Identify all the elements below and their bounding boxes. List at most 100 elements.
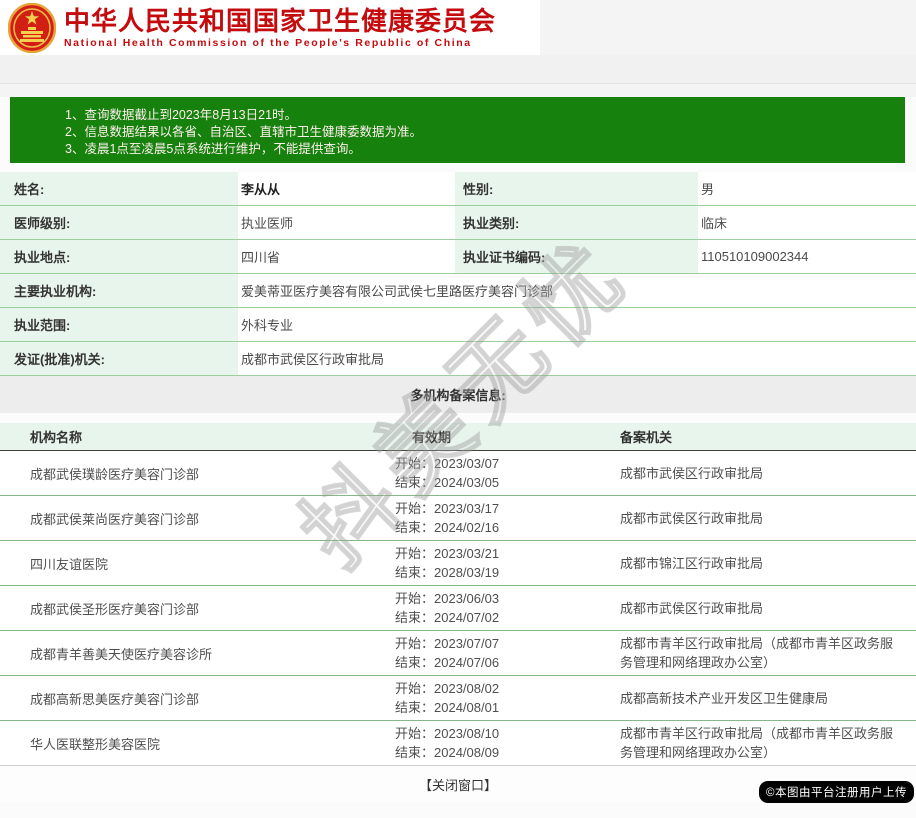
table-row: 成都武侯圣形医疗美容门诊部 开始：2023/06/03 结束：2024/07/0… bbox=[0, 586, 916, 631]
section-gap bbox=[0, 413, 916, 423]
start-date: 2023/08/02 bbox=[434, 681, 500, 696]
header-divider-band bbox=[0, 55, 916, 84]
site-title-english: National Health Commission of the People… bbox=[64, 37, 472, 49]
field-value-doctor-level: 执业医师 bbox=[241, 216, 294, 231]
start-date: 2023/07/07 bbox=[434, 636, 500, 651]
end-label: 结束： bbox=[395, 520, 435, 535]
record-agency: 成都市锦江区行政审批局 bbox=[620, 555, 764, 571]
notice-line-1: 1、查询数据截止到2023年8月13日21时。 bbox=[65, 108, 298, 122]
end-date: 2024/07/06 bbox=[434, 655, 500, 670]
start-date: 2023/06/03 bbox=[434, 591, 500, 606]
end-date: 2024/08/01 bbox=[434, 700, 500, 715]
validity-dates: 开始：2023/03/21 结束：2028/03/19 bbox=[365, 544, 590, 582]
table-row: 华人医联整形美容医院 开始：2023/08/10 结束：2024/08/09 成… bbox=[0, 721, 916, 766]
doctor-details-table: 姓名: 李从从 性别: 男 医师级别: 执业医师 执业类别: 临床 执业地点: … bbox=[0, 172, 916, 376]
institution-name: 四川友谊医院 bbox=[30, 556, 109, 572]
start-date: 2023/03/07 bbox=[434, 456, 500, 471]
record-agency: 成都市武侯区行政审批局 bbox=[620, 600, 764, 616]
start-label: 开始： bbox=[395, 456, 435, 471]
field-label-practice-scope: 执业范围: bbox=[0, 308, 238, 341]
header-titles: 中华人民共和国国家卫生健康委员会 National Health Commiss… bbox=[64, 6, 496, 49]
upload-attribution-badge: ©本图由平台注册用户上传 bbox=[759, 781, 914, 803]
start-date: 2023/03/17 bbox=[434, 501, 500, 516]
field-value-gender: 男 bbox=[701, 182, 715, 197]
start-label: 开始： bbox=[395, 501, 435, 516]
validity-dates: 开始：2023/03/07 结束：2024/03/05 bbox=[365, 454, 590, 492]
end-label: 结束： bbox=[395, 565, 435, 580]
record-agency: 成都市武侯区行政审批局 bbox=[620, 465, 764, 481]
validity-dates: 开始：2023/07/07 结束：2024/07/06 bbox=[365, 634, 590, 672]
notice-line-2: 2、信息数据结果以各省、自治区、直辖市卫生健康委数据为准。 bbox=[65, 125, 422, 139]
validity-dates: 开始：2023/06/03 结束：2024/07/02 bbox=[365, 589, 590, 627]
end-date: 2028/03/19 bbox=[434, 565, 500, 580]
field-label-practice-location: 执业地点: bbox=[0, 240, 238, 273]
start-label: 开始： bbox=[395, 681, 435, 696]
field-value-certificate-number: 110510109002344 bbox=[701, 249, 809, 264]
start-date: 2023/03/21 bbox=[434, 546, 500, 561]
table-row: 成都武侯莱尚医疗美容门诊部 开始：2023/03/17 结束：2024/02/1… bbox=[0, 496, 916, 541]
table-row: 医师级别: 执业医师 执业类别: 临床 bbox=[0, 206, 916, 240]
header-logo-block: 中华人民共和国国家卫生健康委员会 National Health Commiss… bbox=[0, 0, 540, 55]
start-label: 开始： bbox=[395, 636, 435, 651]
table-row: 执业地点: 四川省 执业证书编码: 110510109002344 bbox=[0, 240, 916, 274]
field-value-name: 李从从 bbox=[241, 182, 281, 197]
record-agency: 成都高新技术产业开发区卫生健康局 bbox=[620, 690, 829, 706]
table-row: 主要执业机构: 爱美蒂亚医疗美容有限公司武侯七里路医疗美容门诊部 bbox=[0, 274, 916, 308]
site-title-chinese: 中华人民共和国国家卫生健康委员会 bbox=[64, 6, 497, 36]
validity-dates: 开始：2023/08/10 结束：2024/08/09 bbox=[365, 724, 590, 762]
table-row: 姓名: 李从从 性别: 男 bbox=[0, 172, 916, 206]
notice-line-3: 3、凌晨1点至凌晨5点系统进行维护，不能提供查询。 bbox=[65, 142, 361, 156]
field-value-practice-scope: 外科专业 bbox=[241, 318, 294, 333]
start-label: 开始： bbox=[395, 591, 435, 606]
institution-name: 成都武侯圣形医疗美容门诊部 bbox=[30, 601, 200, 617]
column-header-institution-name: 机构名称 bbox=[30, 430, 83, 445]
field-value-practice-category: 临床 bbox=[701, 216, 728, 231]
institution-name: 华人医联整形美容医院 bbox=[30, 736, 161, 752]
field-label-gender: 性别: bbox=[455, 172, 698, 205]
column-header-validity: 有效期 bbox=[412, 430, 452, 445]
end-date: 2024/07/02 bbox=[434, 610, 500, 625]
table-row: 成都青羊善美天使医疗美容诊所 开始：2023/07/07 结束：2024/07/… bbox=[0, 631, 916, 676]
table-row: 发证(批准)机关: 成都市武侯区行政审批局 bbox=[0, 342, 916, 376]
national-emblem-icon bbox=[8, 2, 56, 53]
table-row: 执业范围: 外科专业 bbox=[0, 308, 916, 342]
start-label: 开始： bbox=[395, 726, 435, 741]
institution-name: 成都武侯莱尚医疗美容门诊部 bbox=[30, 511, 200, 527]
top-bar: 中华人民共和国国家卫生健康委员会 National Health Commiss… bbox=[0, 0, 916, 55]
record-agency: 成都市青羊区行政审批局（成都市青羊区政务服务管理和网络理政办公室） bbox=[620, 636, 894, 670]
end-label: 结束： bbox=[395, 475, 435, 490]
main-content: 1、查询数据截止到2023年8月13日21时。 2、信息数据结果以各省、自治区、… bbox=[0, 97, 916, 818]
section-title-multi-institution: 多机构备案信息: bbox=[0, 376, 916, 413]
validity-dates: 开始：2023/08/02 结束：2024/08/01 bbox=[365, 679, 590, 717]
end-label: 结束： bbox=[395, 700, 435, 715]
start-label: 开始： bbox=[395, 546, 435, 561]
table-row: 成都高新思美医疗美容门诊部 开始：2023/08/02 结束：2024/08/0… bbox=[0, 676, 916, 721]
start-date: 2023/08/10 bbox=[434, 726, 500, 741]
end-date: 2024/02/16 bbox=[434, 520, 500, 535]
end-label: 结束： bbox=[395, 745, 435, 760]
end-label: 结束： bbox=[395, 655, 435, 670]
institutions-table-header: 机构名称 有效期 备案机关 bbox=[0, 423, 916, 451]
end-label: 结束： bbox=[395, 610, 435, 625]
field-label-practice-category: 执业类别: bbox=[455, 206, 698, 239]
institutions-table: 机构名称 有效期 备案机关 成都武侯璞龄医疗美容门诊部 开始：2023/03/0… bbox=[0, 423, 916, 766]
field-value-issuing-authority: 成都市武侯区行政审批局 bbox=[241, 352, 385, 367]
institution-name: 成都武侯璞龄医疗美容门诊部 bbox=[30, 466, 200, 482]
validity-dates: 开始：2023/03/17 结束：2024/02/16 bbox=[365, 499, 590, 537]
field-label-doctor-level: 医师级别: bbox=[0, 206, 238, 239]
record-agency: 成都市武侯区行政审批局 bbox=[620, 510, 764, 526]
close-window-link[interactable]: 【关闭窗口】 bbox=[418, 777, 497, 793]
notice-box: 1、查询数据截止到2023年8月13日21时。 2、信息数据结果以各省、自治区、… bbox=[10, 97, 905, 163]
end-date: 2024/03/05 bbox=[434, 475, 500, 490]
field-label-main-institution: 主要执业机构: bbox=[0, 274, 238, 307]
column-header-agency: 备案机关 bbox=[620, 430, 673, 445]
table-row: 成都武侯璞龄医疗美容门诊部 开始：2023/03/07 结束：2024/03/0… bbox=[0, 451, 916, 496]
institution-name: 成都高新思美医疗美容门诊部 bbox=[30, 691, 200, 707]
field-label-certificate-number: 执业证书编码: bbox=[455, 240, 698, 273]
table-row: 四川友谊医院 开始：2023/03/21 结束：2028/03/19 成都市锦江… bbox=[0, 541, 916, 586]
end-date: 2024/08/09 bbox=[434, 745, 500, 760]
field-label-name: 姓名: bbox=[0, 172, 238, 205]
field-value-practice-location: 四川省 bbox=[241, 250, 281, 265]
record-agency: 成都市青羊区行政审批局（成都市青羊区政务服务管理和网络理政办公室） bbox=[620, 726, 894, 760]
